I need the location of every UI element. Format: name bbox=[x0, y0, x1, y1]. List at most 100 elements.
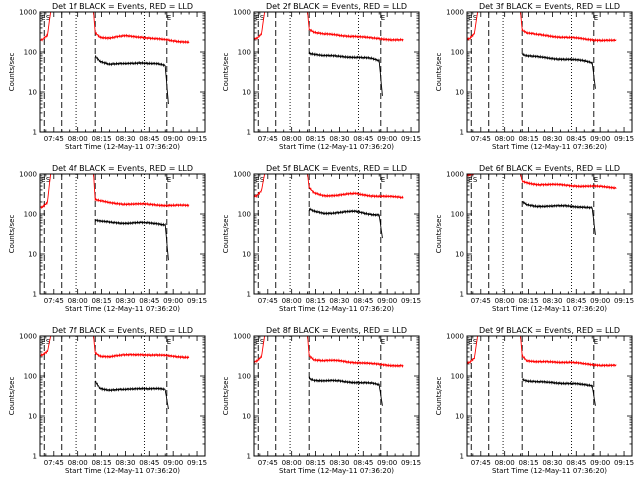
y-tick-label: 1 bbox=[247, 291, 251, 299]
y-tick-label: 10 bbox=[455, 413, 464, 421]
y-tick-label: 100 bbox=[451, 373, 464, 381]
y-axis-label: Counts/sec bbox=[222, 377, 230, 416]
event-marker-label: S bbox=[473, 338, 478, 346]
series-black-events bbox=[308, 376, 383, 406]
x-tick-label: 08:15 bbox=[305, 135, 325, 143]
x-axis-label: Start Time (12-May-11 07:36:20) bbox=[279, 305, 394, 313]
x-tick-label: 08:45 bbox=[566, 135, 586, 143]
series-red-lld bbox=[254, 174, 404, 200]
y-tick-label: 100 bbox=[238, 373, 251, 381]
x-tick-label: 09:15 bbox=[187, 459, 207, 467]
event-marker-label: S bbox=[260, 14, 265, 22]
event-marker-label: E bbox=[255, 14, 259, 22]
event-marker-label: E bbox=[41, 14, 45, 22]
x-tick-label: 08:15 bbox=[305, 459, 325, 467]
x-tick-label: 07:45 bbox=[44, 459, 64, 467]
y-tick-label: 1 bbox=[460, 129, 464, 137]
series-black-events bbox=[94, 54, 169, 105]
x-tick-label: 08:30 bbox=[115, 297, 135, 305]
y-tick-label: 10 bbox=[242, 413, 251, 421]
event-marker-label: E bbox=[167, 176, 171, 184]
x-tick-label: 08:45 bbox=[353, 297, 373, 305]
y-tick-label: 1000 bbox=[233, 9, 251, 17]
x-tick-label: 08:00 bbox=[282, 459, 302, 467]
panel-title: Det 7f BLACK = Events, RED = LLD bbox=[52, 326, 193, 335]
x-tick-label: 08:00 bbox=[68, 297, 88, 305]
x-tick-label: 08:45 bbox=[139, 135, 159, 143]
y-tick-label: 1 bbox=[33, 453, 37, 461]
x-tick-label: 09:00 bbox=[163, 135, 183, 143]
x-tick-label: 09:00 bbox=[163, 459, 183, 467]
event-marker-label: E bbox=[41, 176, 45, 184]
x-tick-label: 09:00 bbox=[377, 459, 397, 467]
y-tick-label: 1000 bbox=[446, 333, 464, 341]
event-marker-label: S bbox=[46, 176, 51, 184]
y-axis-label: Counts/sec bbox=[222, 215, 230, 254]
series-black-events bbox=[94, 380, 169, 410]
x-tick-label: 09:15 bbox=[614, 297, 634, 305]
y-tick-label: 100 bbox=[451, 211, 464, 219]
y-tick-label: 1 bbox=[460, 453, 464, 461]
panel-det-5: Det 5f BLACK = Events, RED = LLD 1 10 100 10… bbox=[222, 164, 421, 313]
x-tick-label: 07:45 bbox=[471, 297, 491, 305]
x-tick-label: 08:15 bbox=[91, 297, 111, 305]
x-tick-label: 07:45 bbox=[471, 135, 491, 143]
y-axis-label: Counts/sec bbox=[435, 215, 443, 254]
event-marker-label: E bbox=[594, 176, 598, 184]
series-red-lld bbox=[40, 336, 190, 360]
y-axis-label: Counts/sec bbox=[8, 215, 16, 254]
x-axis-label: Start Time (12-May-11 07:36:20) bbox=[279, 143, 394, 151]
x-tick-label: 08:30 bbox=[115, 135, 135, 143]
y-tick-label: 1 bbox=[247, 129, 251, 137]
event-marker-label: E bbox=[381, 14, 385, 22]
x-tick-label: 08:30 bbox=[329, 459, 349, 467]
y-tick-label: 100 bbox=[451, 49, 464, 57]
x-axis-label: Start Time (12-May-11 07:36:20) bbox=[492, 467, 607, 475]
x-tick-label: 08:30 bbox=[329, 297, 349, 305]
panel-det-2: Det 2f BLACK = Events, RED = LLD 1 10 100 10… bbox=[222, 2, 421, 151]
y-tick-label: 1000 bbox=[446, 9, 464, 17]
y-tick-label: 1000 bbox=[233, 333, 251, 341]
y-tick-label: 1 bbox=[33, 129, 37, 137]
y-tick-label: 100 bbox=[24, 211, 37, 219]
x-tick-label: 09:00 bbox=[590, 135, 610, 143]
y-tick-label: 1 bbox=[460, 291, 464, 299]
y-tick-label: 10 bbox=[455, 89, 464, 97]
y-tick-label: 10 bbox=[28, 413, 37, 421]
x-tick-label: 08:30 bbox=[329, 135, 349, 143]
x-tick-label: 08:00 bbox=[282, 135, 302, 143]
panel-det-9: Det 9f BLACK = Events, RED = LLD 1 10 100 10… bbox=[435, 326, 634, 475]
x-tick-label: 07:45 bbox=[258, 459, 278, 467]
event-marker-label: E bbox=[468, 14, 472, 22]
x-tick-label: 09:15 bbox=[401, 135, 421, 143]
y-tick-label: 100 bbox=[24, 373, 37, 381]
x-tick-label: 08:45 bbox=[353, 135, 373, 143]
panel-title: Det 2f BLACK = Events, RED = LLD bbox=[266, 2, 407, 11]
plot-frame bbox=[466, 11, 633, 133]
x-tick-label: 09:15 bbox=[187, 135, 207, 143]
event-marker-label: E bbox=[167, 338, 171, 346]
x-tick-label: 08:15 bbox=[91, 135, 111, 143]
y-tick-label: 100 bbox=[24, 49, 37, 57]
series-black-events bbox=[521, 52, 596, 89]
x-tick-label: 09:00 bbox=[163, 297, 183, 305]
x-tick-label: 08:00 bbox=[282, 297, 302, 305]
plot-frame bbox=[39, 335, 206, 457]
event-marker-label: S bbox=[473, 176, 478, 184]
panel-title: Det 8f BLACK = Events, RED = LLD bbox=[266, 326, 407, 335]
event-marker-label: S bbox=[473, 14, 478, 22]
event-marker-label: E bbox=[381, 176, 385, 184]
x-tick-label: 09:15 bbox=[614, 459, 634, 467]
y-tick-label: 1000 bbox=[446, 171, 464, 179]
x-tick-label: 08:30 bbox=[542, 135, 562, 143]
plot-frame bbox=[39, 11, 206, 133]
x-tick-label: 07:45 bbox=[258, 135, 278, 143]
x-tick-label: 08:45 bbox=[566, 459, 586, 467]
panel-title: Det 3f BLACK = Events, RED = LLD bbox=[479, 2, 620, 11]
event-marker-label: E bbox=[381, 338, 385, 346]
y-tick-label: 1000 bbox=[19, 333, 37, 341]
y-tick-label: 10 bbox=[242, 89, 251, 97]
x-tick-label: 08:30 bbox=[542, 459, 562, 467]
series-black-events bbox=[308, 207, 383, 239]
